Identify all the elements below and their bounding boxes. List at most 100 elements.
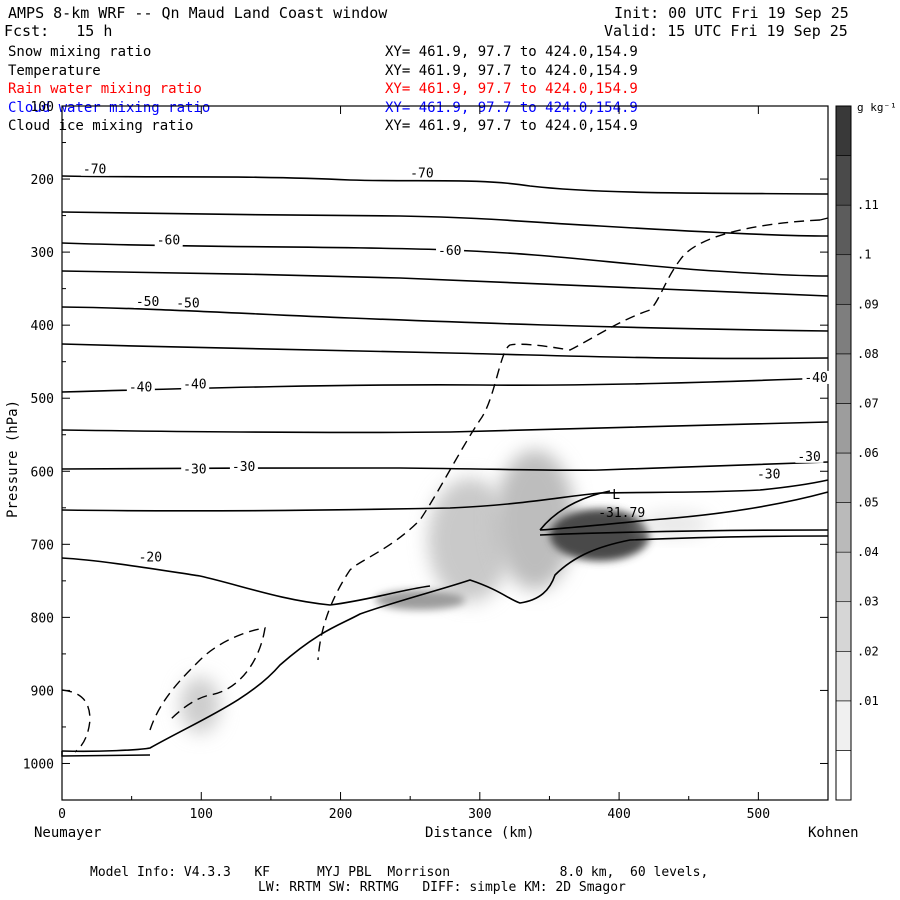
isotherm-label: -30 xyxy=(797,450,820,465)
isotherm-label-bg xyxy=(802,370,831,384)
valid-time: Valid: 15 UTC Fri 19 Sep 25 xyxy=(604,22,848,40)
x-tick-label: 0 xyxy=(58,807,66,822)
field-xy: XY= 461.9, 97.7 to 424.0,154.9 xyxy=(385,118,638,134)
isotherm-label: -70 xyxy=(410,166,433,181)
snow-mixing-shading xyxy=(428,478,512,602)
isotherm-label: -30 xyxy=(232,460,255,475)
chart-title: AMPS 8-km WRF -- Qn Maud Land Coast wind… xyxy=(8,4,388,22)
isotherm-label: -30 xyxy=(757,467,780,482)
isotherm-label: -30 xyxy=(183,462,206,477)
isotherm-label-bg xyxy=(174,296,203,310)
x-axis-label: Distance (km) xyxy=(425,825,535,841)
colorbar-label: .02 xyxy=(857,644,879,658)
isotherm-label-bg xyxy=(795,449,824,463)
field-xy: XY= 461.9, 97.7 to 424.0,154.9 xyxy=(385,81,638,97)
field-name: Cloud ice mixing ratio xyxy=(8,118,194,134)
isotherm-label: -40 xyxy=(804,371,827,386)
plot-frame xyxy=(61,105,829,801)
x-tick-label: 200 xyxy=(329,807,352,822)
y-tick-label: 600 xyxy=(31,465,54,480)
isotherm-label-bg xyxy=(80,162,109,176)
field-xy: XY= 461.9, 97.7 to 424.0,154.9 xyxy=(385,62,638,79)
isotherm-label: -60 xyxy=(438,244,461,259)
colorbar-swatch xyxy=(835,155,852,206)
y-tick-label: 500 xyxy=(31,392,54,407)
colorbar-swatch xyxy=(835,452,852,503)
colorbar-label: .08 xyxy=(857,347,879,361)
isotherm-label-bg xyxy=(154,233,183,247)
isotherm-contour xyxy=(61,461,829,472)
colorbar-label: .11 xyxy=(857,198,879,212)
colorbar-swatch xyxy=(835,700,852,751)
colorbar-swatch xyxy=(835,551,852,603)
isotherm-label: -50 xyxy=(176,296,199,311)
colorbar-frame xyxy=(835,105,852,801)
colorbar-label: .03 xyxy=(857,595,879,609)
y-tick-label: 200 xyxy=(31,173,54,188)
cloud-ice-contour xyxy=(819,217,829,221)
x-tick-label: 300 xyxy=(468,807,491,822)
colorbar-swatch xyxy=(835,303,852,355)
isotherm-label: -40 xyxy=(129,380,152,395)
y-tick-label: 100 xyxy=(31,100,54,115)
x-tick-label: 500 xyxy=(747,807,770,822)
isotherm-contour xyxy=(539,490,829,531)
isotherm-contour xyxy=(539,529,829,536)
x-end-label-right: Kohnen xyxy=(808,825,859,841)
isotherm-label-bg xyxy=(408,166,437,180)
isotherm-contour xyxy=(61,421,829,434)
y-axis-label: Pressure (hPa) xyxy=(5,400,21,518)
isotherm-contour xyxy=(61,557,431,606)
y-tick-label: 700 xyxy=(31,538,54,553)
field-name: Cloud water mixing ratio xyxy=(8,99,211,116)
y-tick-label: 400 xyxy=(31,319,54,334)
snow-mixing-shading xyxy=(180,677,220,733)
colorbar-swatch xyxy=(835,204,852,256)
snow-mixing-shading xyxy=(640,512,710,536)
minimum-value: -31.79 xyxy=(598,506,645,521)
isotherm-label: -20 xyxy=(139,551,162,566)
isotherm-label: -70 xyxy=(83,163,106,178)
colorbar-swatch xyxy=(835,601,852,652)
isotherm-contour xyxy=(61,175,829,195)
cloud-ice-contour xyxy=(317,219,821,661)
snow-mixing-shading xyxy=(495,450,575,590)
colorbar-unit: g kg⁻¹ xyxy=(857,101,897,114)
isotherm-contour xyxy=(61,306,829,332)
isotherm-contour xyxy=(61,343,829,360)
minimum-marker: L xyxy=(612,488,620,503)
colorbar-label: .09 xyxy=(857,297,879,311)
colorbar-swatch xyxy=(835,502,852,553)
colorbar-label: .1 xyxy=(857,248,871,262)
forecast-hour: Fcst: 15 h xyxy=(4,22,113,40)
isotherm-label-bg xyxy=(229,460,258,474)
isotherm-label-bg xyxy=(436,243,465,257)
colorbar-label: .06 xyxy=(857,446,879,460)
init-time: Init: 00 UTC Fri 19 Sep 25 xyxy=(614,4,849,22)
y-tick-label: 800 xyxy=(31,611,54,626)
cloud-ice-contour xyxy=(149,627,266,731)
colorbar-swatch xyxy=(835,105,852,156)
y-tick-label: 1000 xyxy=(23,757,54,772)
isotherm-label: -50 xyxy=(136,295,159,310)
field-name: Temperature xyxy=(8,62,101,79)
colorbar-label: .01 xyxy=(857,694,879,708)
x-tick-label: 100 xyxy=(190,807,213,822)
isotherm-label-bg xyxy=(126,380,155,394)
snow-mixing-shading xyxy=(375,590,465,610)
isotherm-contour xyxy=(61,270,829,297)
colorbar-swatch xyxy=(835,403,852,454)
isotherm-label-bg xyxy=(181,377,210,391)
isotherm-contour xyxy=(61,479,829,512)
isotherm-label-bg xyxy=(136,550,165,564)
isotherm-label-bg xyxy=(181,462,210,476)
model-info-line: Model Info: V4.3.3 KF MYJ PBL Morrison 8… xyxy=(90,865,709,880)
field-name: Snow mixing ratio xyxy=(8,44,152,60)
colorbar-label: .04 xyxy=(857,545,879,559)
model-physics-line: LW: RRTM SW: RRTMG DIFF: simple KM: 2D S… xyxy=(258,880,626,895)
cloud-ice-contour xyxy=(61,689,91,753)
field-xy: XY= 461.9, 97.7 to 424.0,154.9 xyxy=(385,99,638,116)
y-tick-label: 900 xyxy=(31,684,54,699)
colorbar-label: .07 xyxy=(857,396,879,410)
